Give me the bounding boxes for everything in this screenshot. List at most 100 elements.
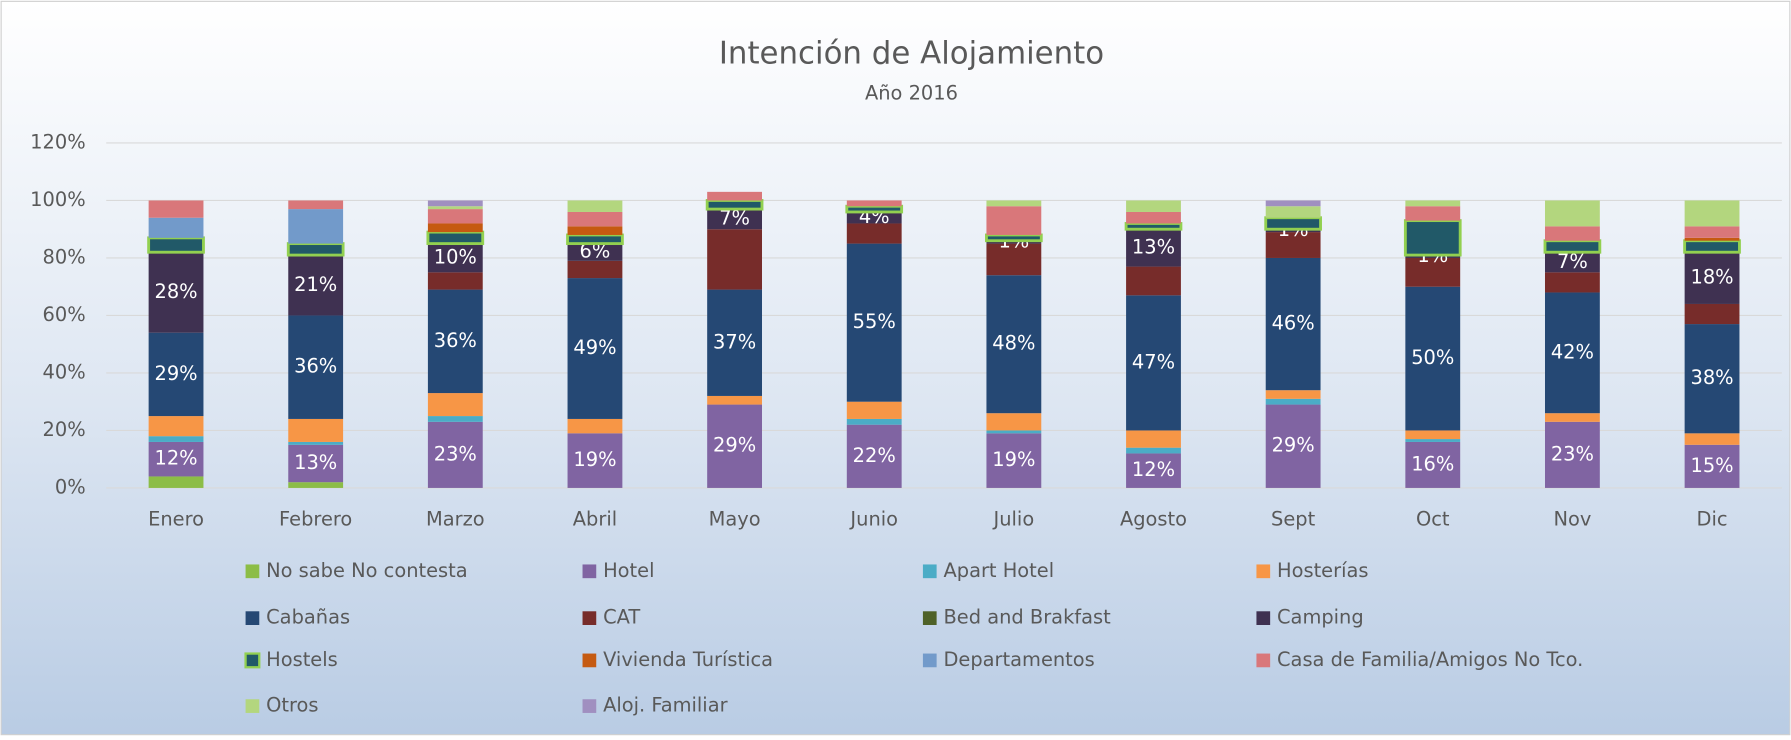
bar-segment <box>705 199 764 211</box>
legend-label: Otros <box>266 694 318 717</box>
bar-segment <box>288 444 344 483</box>
legend-marker <box>922 564 937 579</box>
bar-segment <box>427 272 483 290</box>
bar-segment <box>1684 252 1740 304</box>
bar-segment <box>148 332 204 417</box>
bar-segment <box>148 476 204 488</box>
bar-segment <box>1405 441 1461 488</box>
legend-label: Cabañas <box>266 606 350 629</box>
data-label: 7% <box>1557 250 1588 273</box>
legend-marker <box>582 653 597 668</box>
data-label: 29% <box>1272 434 1315 457</box>
bar-segment <box>567 433 623 488</box>
bar-segment <box>846 200 902 207</box>
y-tick-label: 40% <box>43 360 86 383</box>
legend-marker <box>1256 653 1271 668</box>
data-label: 46% <box>1272 312 1315 335</box>
bar-segment <box>986 240 1042 244</box>
data-label: 10% <box>434 245 477 268</box>
bar-segment <box>1405 206 1461 221</box>
data-label: 18% <box>1690 266 1733 289</box>
y-tick-label: 120% <box>30 130 85 153</box>
bar-segment <box>427 421 483 488</box>
bar-segment <box>1265 404 1321 488</box>
bar-segment <box>986 200 1042 207</box>
data-label: 49% <box>573 336 616 359</box>
data-label: 23% <box>434 442 477 465</box>
bar-segment <box>567 200 623 212</box>
bar-segment <box>986 275 1042 414</box>
bar-segment <box>846 223 902 244</box>
legend-label: Bed and Brakfast <box>943 606 1111 629</box>
bar-segment <box>986 433 1042 488</box>
bar-segment <box>1405 257 1461 287</box>
bar-segment <box>1544 413 1600 422</box>
bar-segment <box>567 418 623 434</box>
x-tick-label: Nov <box>1553 507 1591 530</box>
bar-segment <box>1265 390 1321 399</box>
legend-label: Vivienda Turística <box>603 648 773 671</box>
legend-label: CAT <box>603 606 640 629</box>
legend-marker <box>1256 564 1271 579</box>
data-label: 28% <box>154 280 197 303</box>
x-tick-label: Dic <box>1697 507 1728 530</box>
legend-label: Casa de Familia/Amigos No Tco. <box>1277 648 1583 671</box>
bar-segment <box>288 255 344 316</box>
bar-segment <box>707 229 763 290</box>
bar-segment <box>1126 211 1181 224</box>
data-label: 12% <box>1132 458 1175 481</box>
bar-segment <box>288 315 344 419</box>
bar-segment <box>707 395 763 405</box>
bar-segment <box>1684 200 1740 227</box>
bar-segment <box>1264 216 1322 231</box>
legend-label: Hosterías <box>1277 559 1369 582</box>
bar-segment <box>1126 295 1181 431</box>
bar-segment <box>1265 229 1321 233</box>
bar-segment <box>846 243 902 402</box>
bar-segment <box>427 209 483 224</box>
chart-subtitle: Año 2016 <box>865 81 958 104</box>
bar-segment <box>1265 257 1321 391</box>
data-label: 13% <box>1132 235 1175 258</box>
legend-marker <box>244 652 261 669</box>
bar-segment <box>288 200 344 210</box>
bar-segment <box>1684 433 1740 445</box>
legend-marker <box>922 611 937 625</box>
legend-label: Aloj. Familiar <box>603 694 728 717</box>
bar-segment <box>567 211 623 227</box>
bar-segment <box>846 211 902 224</box>
bar-segment <box>846 424 902 488</box>
bar-segment <box>288 209 344 244</box>
bar-segment <box>1126 266 1181 296</box>
data-label: 15% <box>1690 454 1733 477</box>
bar-segment <box>1403 219 1462 257</box>
bar-segment <box>148 416 204 437</box>
legend-marker <box>1256 611 1271 625</box>
x-tick-label: Abril <box>573 507 617 530</box>
bar-segment <box>1265 206 1321 218</box>
bar-segment <box>1126 229 1181 267</box>
data-label: 37% <box>713 330 756 353</box>
data-label: 22% <box>853 444 896 467</box>
data-label: 48% <box>992 332 1035 355</box>
bar-segment <box>845 204 904 214</box>
bar-segment <box>1543 239 1602 254</box>
bar-segment <box>1544 421 1600 488</box>
bar-segment <box>567 226 623 235</box>
bar-segment <box>288 418 344 442</box>
bar-segment <box>1405 430 1461 440</box>
data-label: 29% <box>154 362 197 385</box>
data-label: 55% <box>853 310 896 333</box>
bar-segment <box>986 206 1042 235</box>
chart-title: Intención de Alojamiento <box>719 36 1104 72</box>
data-label: 50% <box>1411 346 1454 369</box>
bar-segment <box>1405 286 1461 431</box>
x-tick-label: Mayo <box>709 507 761 530</box>
bar-segment <box>1684 226 1740 238</box>
bar-segment <box>427 206 483 210</box>
data-label: 42% <box>1551 340 1594 363</box>
legend-marker <box>582 564 597 579</box>
data-label: 38% <box>1690 366 1733 389</box>
